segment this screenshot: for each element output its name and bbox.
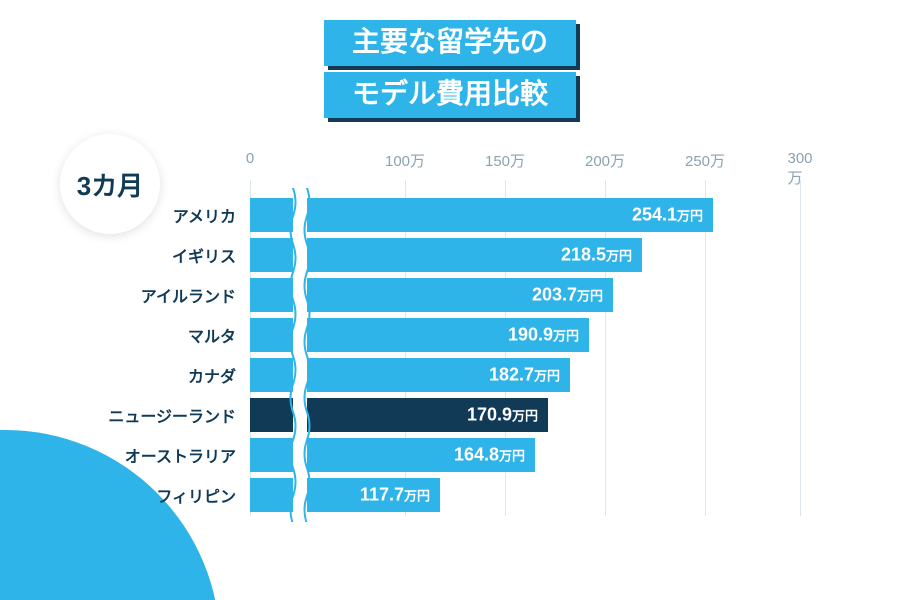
bar-row: フィリピン117.7万円 — [250, 478, 800, 512]
duration-badge: 3カ月 — [60, 134, 160, 234]
bar-row-label: フィリピン — [156, 483, 236, 507]
bar-row: ニュージーランド170.9万円 — [250, 398, 800, 432]
bar-row: オーストラリア164.8万円 — [250, 438, 800, 472]
bar-value-text: 190.9万円 — [508, 325, 579, 346]
bar-value-text: 218.5万円 — [561, 245, 632, 266]
bar-value-text: 254.1万円 — [632, 205, 703, 226]
duration-badge-text: 3カ月 — [77, 166, 143, 203]
bar-row-label: アメリカ — [173, 203, 236, 227]
stage: 主要な留学先の モデル費用比較 3カ月 0100万150万200万250万300… — [0, 0, 900, 600]
bar-value-text: 203.7万円 — [532, 285, 603, 306]
x-axis-gridline — [800, 180, 801, 516]
bar-value-text: 170.9万円 — [467, 405, 538, 426]
bar-row: イギリス218.5万円 — [250, 238, 800, 272]
title-line-2: モデル費用比較 — [324, 72, 576, 118]
bar-value-text: 182.7万円 — [489, 365, 560, 386]
bar-row-label: ニュージーランド — [108, 403, 236, 427]
bar-row: カナダ182.7万円 — [250, 358, 800, 392]
bar-value-text: 117.7万円 — [360, 485, 430, 506]
bar-row-label: イギリス — [172, 243, 236, 267]
title-line-1: 主要な留学先の — [324, 20, 576, 66]
bar-value-text: 164.8万円 — [454, 445, 525, 466]
bar-row: アイルランド203.7万円 — [250, 278, 800, 312]
bar-row-label: オーストラリア — [125, 443, 236, 467]
bar-row-label: アイルランド — [141, 283, 236, 307]
bar-row: アメリカ254.1万円 — [250, 198, 800, 232]
bar-row-label: カナダ — [188, 363, 236, 387]
bar-row: マルタ190.9万円 — [250, 318, 800, 352]
cost-bar-chart: 0100万150万200万250万300万 アメリカ254.1万円イギリス218… — [250, 150, 800, 530]
bars-area: アメリカ254.1万円イギリス218.5万円アイルランド203.7万円マルタ19… — [250, 150, 800, 530]
bar-row-label: マルタ — [188, 323, 236, 347]
